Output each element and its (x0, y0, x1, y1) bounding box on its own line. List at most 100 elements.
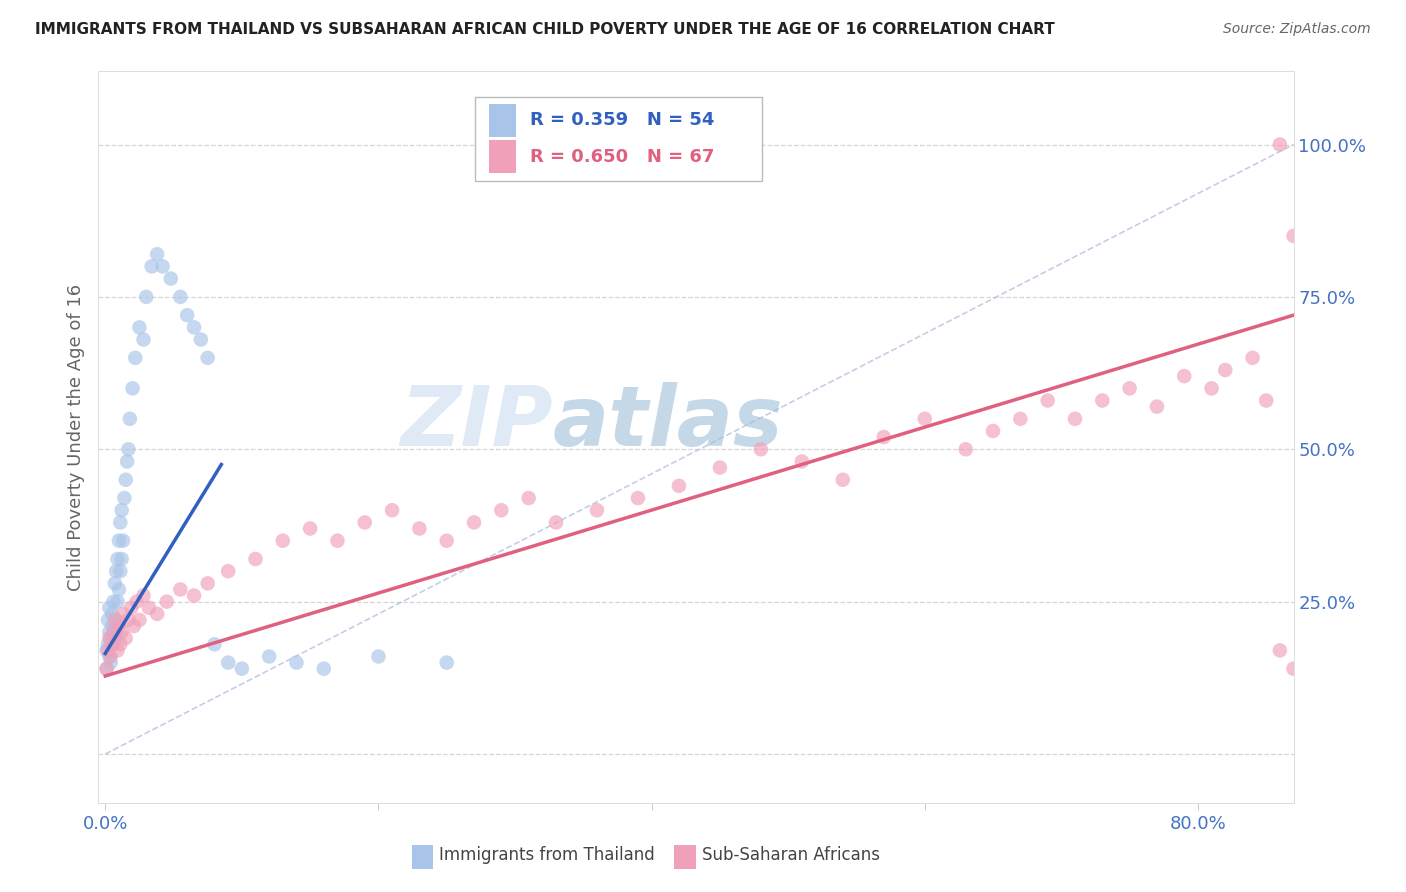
Point (108, 619, 131, 633)
Point (128, 613, 150, 627)
Point (104, 613, 127, 627)
Point (103, 625, 125, 640)
Y-axis label: Child Poverty Under the Age of 16: Child Poverty Under the Age of 16 (66, 284, 84, 591)
Point (105, 632, 128, 646)
FancyBboxPatch shape (489, 140, 516, 173)
Point (101, 607, 124, 621)
Point (873, 430, 896, 444)
Point (98, 649, 121, 664)
Point (1241, 351, 1264, 365)
Point (197, 351, 219, 365)
Point (100, 649, 122, 664)
Point (408, 521, 430, 535)
Point (108, 533, 131, 548)
Point (103, 637, 125, 651)
Point (627, 491, 650, 505)
Text: R = 0.650   N = 67: R = 0.650 N = 67 (530, 148, 714, 166)
Point (544, 516, 567, 530)
Point (132, 589, 155, 603)
Point (110, 564, 132, 578)
Point (132, 333, 155, 347)
Point (955, 442, 977, 457)
Point (1268, 643, 1291, 657)
Text: IMMIGRANTS FROM THAILAND VS SUBSAHARAN AFRICAN CHILD POVERTY UNDER THE AGE OF 16: IMMIGRANTS FROM THAILAND VS SUBSAHARAN A… (35, 22, 1054, 37)
Point (107, 594, 129, 608)
Point (122, 619, 145, 633)
Point (831, 473, 853, 487)
Point (190, 333, 212, 347)
Point (709, 460, 731, 475)
Point (503, 131, 526, 145)
Point (586, 503, 609, 517)
Point (114, 632, 136, 646)
Point (491, 503, 513, 517)
Point (146, 247, 169, 261)
Point (135, 290, 157, 304)
Point (121, 381, 143, 395)
Text: R = 0.359   N = 54: R = 0.359 N = 54 (530, 112, 714, 129)
Point (97, 643, 120, 657)
Point (111, 625, 134, 640)
Point (96, 662, 118, 676)
Text: Source: ZipAtlas.com: Source: ZipAtlas.com (1223, 22, 1371, 37)
Point (128, 320, 150, 334)
Point (97, 637, 120, 651)
Point (217, 656, 239, 670)
Point (105, 564, 128, 578)
Point (204, 637, 226, 651)
Point (299, 521, 322, 535)
Point (517, 491, 540, 505)
Point (1091, 393, 1114, 408)
Text: Sub-Saharan Africans: Sub-Saharan Africans (702, 847, 880, 864)
Point (111, 552, 134, 566)
Point (367, 649, 389, 664)
Point (245, 552, 267, 566)
Point (981, 424, 1004, 438)
Point (790, 454, 813, 468)
Point (117, 613, 139, 627)
Point (98, 600, 121, 615)
Point (231, 662, 253, 676)
Point (156, 594, 179, 608)
Point (107, 643, 129, 657)
Point (1296, 211, 1319, 225)
FancyBboxPatch shape (412, 846, 433, 869)
Point (118, 412, 141, 426)
Point (96, 643, 118, 657)
Point (668, 479, 690, 493)
Point (1282, 662, 1305, 676)
Point (111, 533, 134, 548)
Point (124, 351, 146, 365)
Point (103, 594, 125, 608)
Point (463, 516, 485, 530)
Point (217, 564, 239, 578)
Text: ZIP: ZIP (399, 382, 553, 463)
Point (312, 662, 335, 676)
Point (96, 662, 118, 676)
Point (101, 637, 124, 651)
Point (176, 308, 198, 322)
Point (104, 576, 127, 591)
Point (146, 607, 169, 621)
Point (115, 454, 138, 468)
Point (110, 516, 132, 530)
Point (183, 320, 205, 334)
FancyBboxPatch shape (475, 97, 762, 181)
Point (159, 271, 181, 285)
Point (120, 600, 142, 615)
Point (117, 442, 139, 457)
Point (114, 473, 136, 487)
Text: Immigrants from Thailand: Immigrants from Thailand (439, 847, 655, 864)
Point (197, 576, 219, 591)
Point (111, 503, 134, 517)
Point (271, 533, 294, 548)
Point (108, 582, 131, 597)
Point (1213, 363, 1236, 377)
Point (285, 656, 308, 670)
Point (1256, 393, 1278, 408)
Point (1064, 412, 1087, 426)
Point (1201, 381, 1223, 395)
Point (100, 656, 122, 670)
Point (257, 649, 280, 664)
Point (436, 533, 458, 548)
